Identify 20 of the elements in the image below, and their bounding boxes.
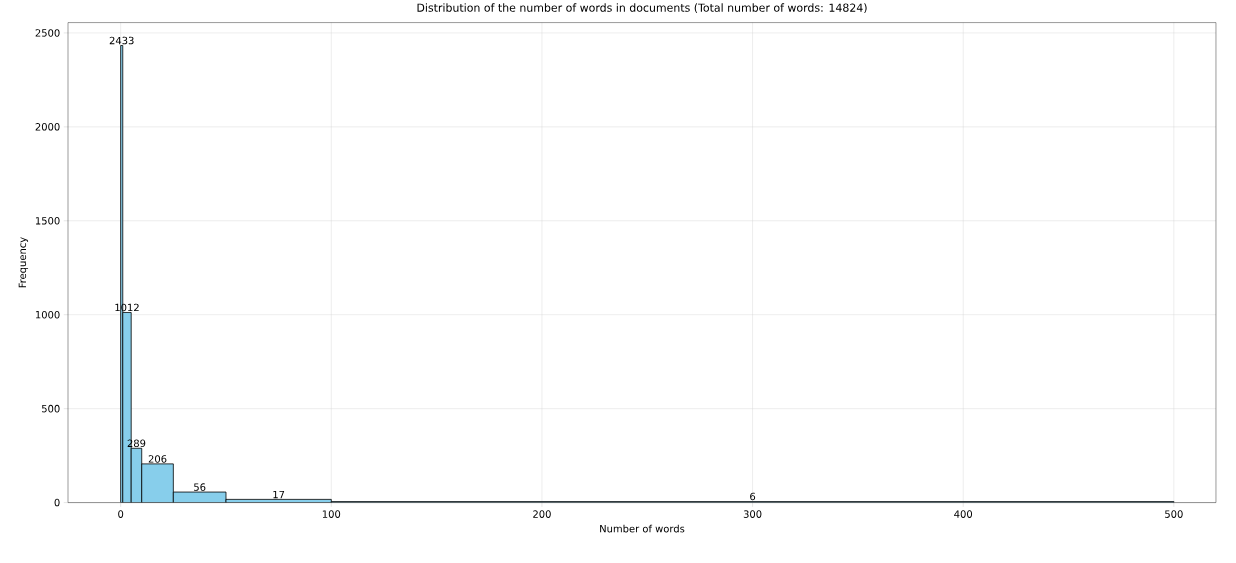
x-tick-label: 200 — [533, 510, 551, 519]
data-label: 206 — [148, 455, 167, 463]
chart-title: Distribution of the number of words in documents (Total number of words: 14824) — [417, 3, 867, 14]
data-label: 56 — [194, 483, 206, 492]
y-tick-label: 500 — [41, 405, 60, 413]
x-tick-label: 300 — [743, 510, 762, 519]
x-tick-label: 400 — [954, 510, 973, 519]
x-axis-title: Number of words — [600, 524, 685, 533]
y-tick-label: 0 — [54, 499, 60, 507]
y-tick-label: 1000 — [35, 311, 60, 319]
data-label: 2433 — [109, 36, 134, 45]
data-label: 17 — [273, 491, 285, 499]
y-tick-label: 2000 — [35, 123, 60, 131]
y-tick-label: 2500 — [35, 29, 60, 37]
x-tick-label: 100 — [322, 510, 341, 519]
y-tick-label: 1500 — [35, 217, 60, 225]
data-label: 6 — [750, 492, 756, 501]
x-tick-label: 0 — [118, 510, 124, 519]
x-tick-label: 500 — [1165, 510, 1183, 519]
y-axis-title: Frequency — [18, 237, 29, 288]
